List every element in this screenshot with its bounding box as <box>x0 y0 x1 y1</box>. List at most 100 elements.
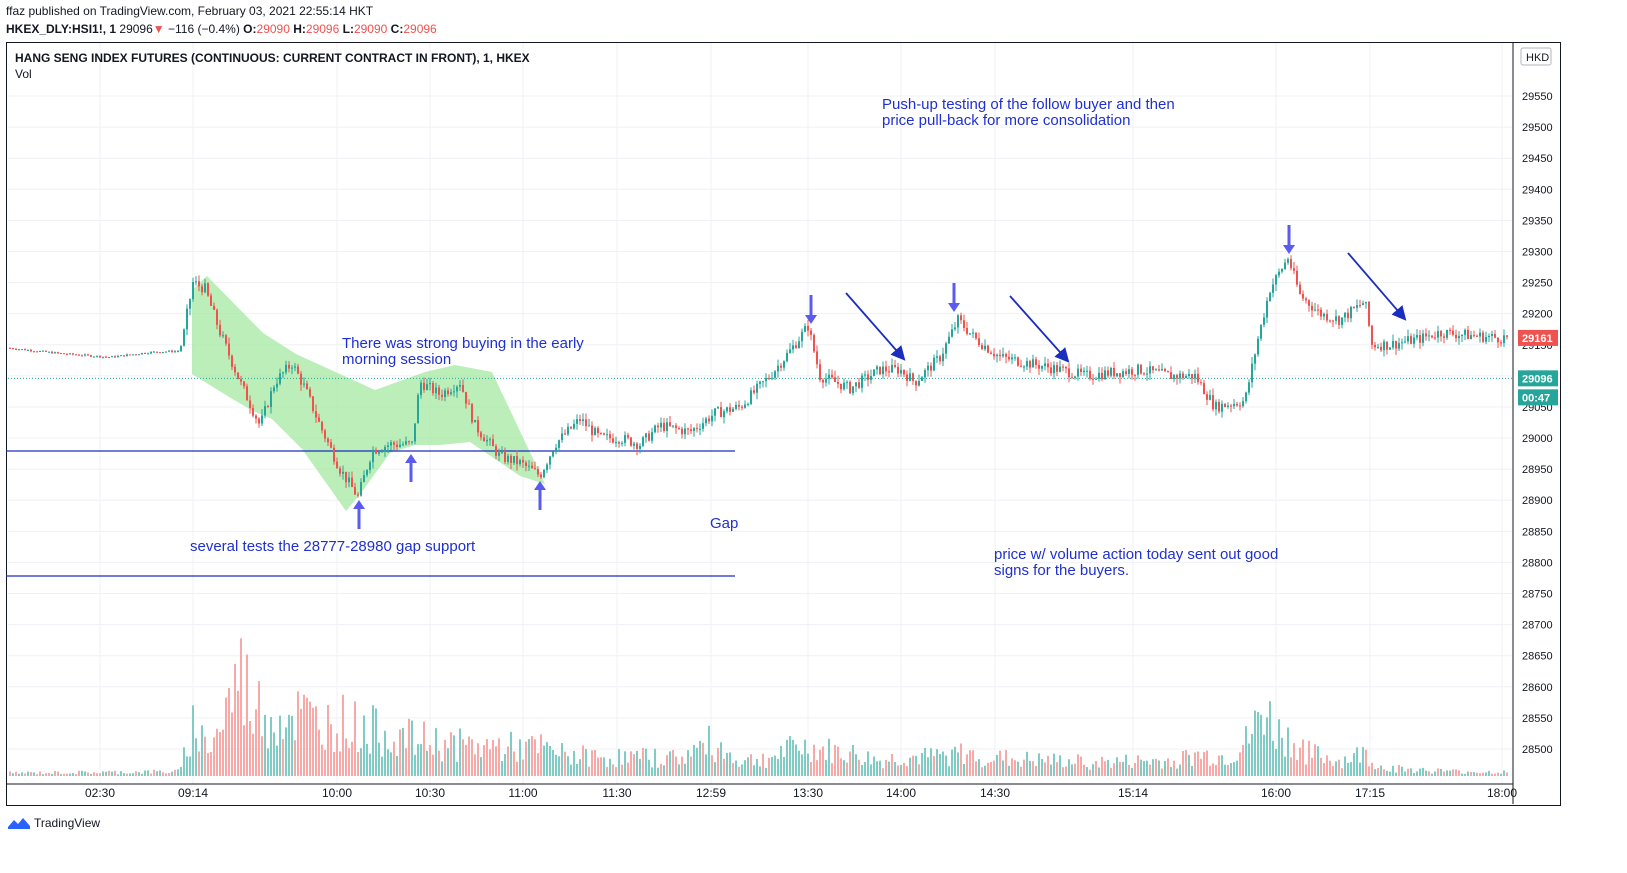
tradingview-footer[interactable]: TradingView <box>8 816 100 830</box>
candle-body <box>546 464 548 470</box>
volume-bar <box>1215 764 1217 776</box>
shaded-region <box>192 276 545 511</box>
volume-bar <box>1506 772 1508 776</box>
price-tick-label: 29450 <box>1522 153 1553 165</box>
volume-bar <box>855 754 857 776</box>
candle-body <box>1056 365 1058 372</box>
volume-bar <box>822 746 824 776</box>
price-change: −116 (−0.4%) <box>168 22 240 36</box>
candle-body <box>888 371 890 373</box>
volume-bar <box>102 771 104 776</box>
volume-bar <box>1071 764 1073 776</box>
candle-body <box>837 381 839 384</box>
volume-bar <box>75 774 77 776</box>
volume-bar <box>1323 763 1325 776</box>
candle-body <box>192 281 194 300</box>
volume-bar <box>1092 764 1094 776</box>
candle-body <box>999 354 1001 357</box>
volume-bar <box>573 750 575 776</box>
candle-body <box>1005 354 1007 357</box>
volume-bar <box>492 740 494 776</box>
volume-bar <box>63 773 65 776</box>
candle-body <box>1308 300 1310 306</box>
volume-bar <box>1293 743 1295 776</box>
volume-bar <box>657 767 659 776</box>
volume-bar <box>531 736 533 776</box>
volume-bar <box>1149 764 1151 776</box>
candle-body <box>798 341 800 348</box>
candle-body <box>768 377 770 379</box>
candle-body <box>984 345 986 350</box>
volume-bar <box>1257 711 1259 776</box>
volume-bar <box>1335 761 1337 776</box>
volume-bar <box>627 762 629 776</box>
candle-body <box>831 374 833 378</box>
volume-bar <box>252 733 254 776</box>
candle-body <box>141 352 143 355</box>
volume-bar <box>1014 760 1016 776</box>
volume-bar <box>825 759 827 776</box>
candle-body <box>765 377 767 382</box>
candle-body <box>30 349 32 352</box>
volume-bar <box>393 741 395 776</box>
candle-body <box>84 354 86 356</box>
candle-body <box>666 422 668 431</box>
candle-body <box>687 428 689 430</box>
candle-body <box>1080 368 1082 373</box>
candle-body <box>672 425 674 427</box>
candle-body <box>468 403 470 405</box>
volume-bar <box>1392 765 1394 776</box>
candle-body <box>96 355 98 357</box>
volume-bar <box>234 663 236 776</box>
candle-body <box>654 425 656 433</box>
volume-bar <box>567 756 569 776</box>
volume-bar <box>921 753 923 776</box>
candle-body <box>1071 377 1073 379</box>
volume-bar <box>468 736 470 776</box>
candle-body <box>1215 401 1217 410</box>
volume-bar <box>135 771 137 776</box>
candle-body <box>1035 359 1037 365</box>
candle-body <box>780 365 782 368</box>
trend-arrow <box>1347 252 1407 321</box>
candle-body <box>1245 392 1247 402</box>
volume-bar <box>1164 761 1166 776</box>
volume-bar <box>372 705 374 776</box>
candle-body <box>714 408 716 416</box>
candle-body <box>429 383 431 385</box>
candle-body <box>1212 395 1214 410</box>
volume-bar <box>444 739 446 776</box>
candle-body <box>327 438 329 443</box>
candle-body <box>612 438 614 443</box>
candle-body <box>651 432 653 441</box>
volume-bar <box>306 697 308 776</box>
candle-body <box>1119 373 1121 377</box>
volume-bar <box>1077 754 1079 776</box>
candle-body <box>1320 309 1322 317</box>
volume-bars <box>9 638 1508 776</box>
chart-frame[interactable] <box>6 42 1561 806</box>
candle-body <box>1284 262 1286 269</box>
candle-body <box>390 442 392 446</box>
candle-body <box>399 444 401 448</box>
volume-bar <box>1401 766 1403 776</box>
candle-body <box>528 465 530 467</box>
symbol-name[interactable]: HKEX_DLY:HSI1!, 1 <box>6 22 117 36</box>
candle-body <box>180 345 182 352</box>
candle-body <box>1044 363 1046 367</box>
volume-bar <box>120 771 122 776</box>
candle-body <box>723 411 725 418</box>
candle-body <box>540 474 542 478</box>
candle-body <box>423 382 425 390</box>
volume-bar <box>930 748 932 776</box>
volume-bar <box>360 748 362 776</box>
candle-body <box>1419 335 1421 343</box>
volume-bar <box>309 701 311 776</box>
o-label: O: <box>243 22 257 36</box>
candle-body <box>171 350 173 353</box>
candle-body <box>582 419 584 422</box>
candle-body <box>795 345 797 348</box>
volume-bar <box>288 714 290 776</box>
volume-bar <box>96 773 98 776</box>
